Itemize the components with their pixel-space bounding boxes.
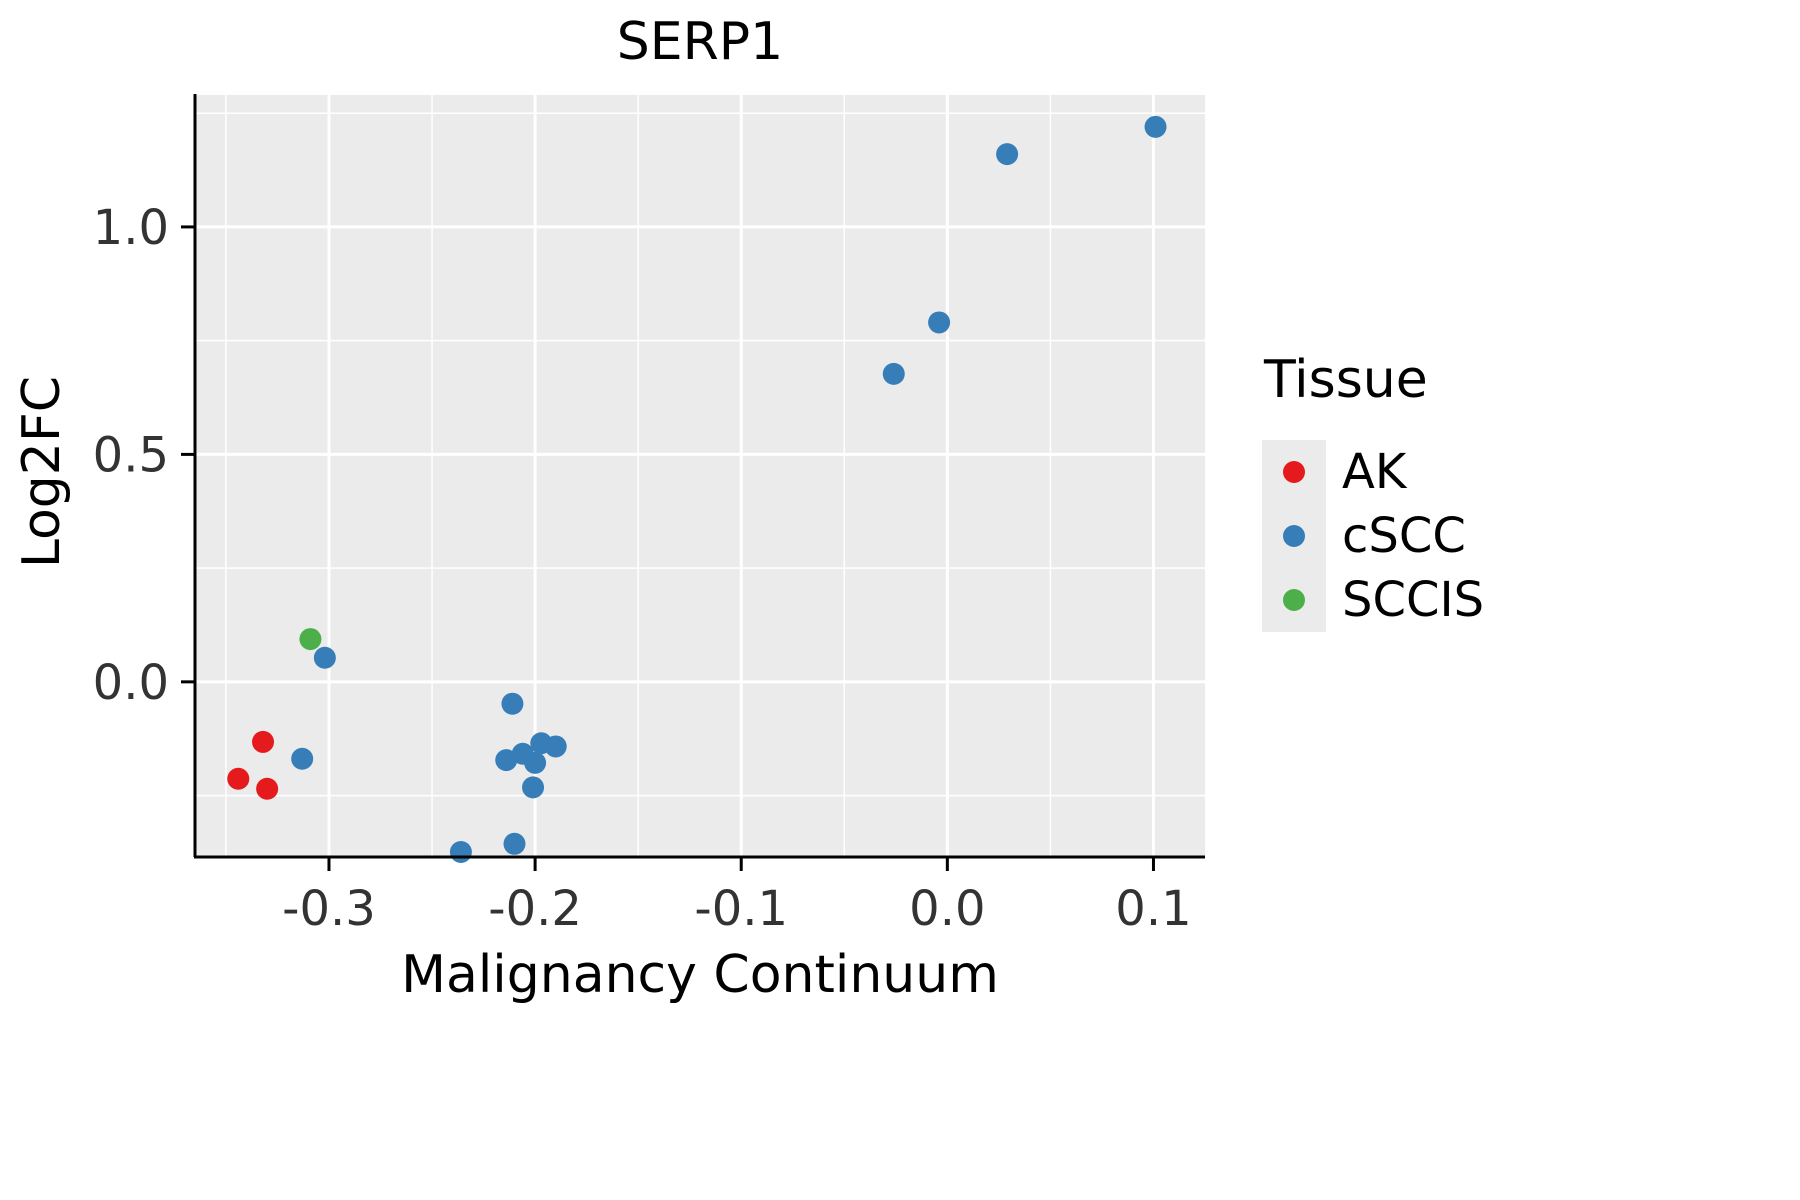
data-point-AK bbox=[256, 777, 279, 800]
data-point-cSCC bbox=[996, 143, 1019, 166]
legend-dot-icon bbox=[1283, 461, 1305, 483]
legend-item-label: SCCIS bbox=[1342, 572, 1485, 628]
x-tick-label: 0.0 bbox=[909, 881, 985, 937]
data-point-cSCC bbox=[501, 692, 524, 715]
data-point-SCCIS bbox=[299, 628, 322, 651]
data-point-cSCC bbox=[1144, 115, 1167, 138]
data-point-cSCC bbox=[544, 735, 567, 758]
data-point-cSCC bbox=[449, 840, 472, 863]
legend-item-label: cSCC bbox=[1342, 508, 1466, 564]
x-tick-label: -0.3 bbox=[282, 881, 376, 937]
legend-dot-icon bbox=[1283, 589, 1305, 611]
x-tick-label: -0.2 bbox=[488, 881, 582, 937]
legend-item-AK: AK bbox=[1262, 440, 1484, 504]
chart-title: SERP1 bbox=[616, 12, 784, 72]
y-tick-label: 0.0 bbox=[93, 655, 169, 711]
y-tick-label: 0.5 bbox=[93, 427, 169, 483]
legend-items: AK cSCC SCCIS bbox=[1262, 440, 1484, 632]
legend: Tissue AK cSCC SCCIS bbox=[1262, 350, 1484, 632]
legend-key-swatch bbox=[1262, 568, 1326, 632]
legend-item-label: AK bbox=[1342, 444, 1407, 500]
data-point-AK bbox=[227, 767, 250, 790]
y-axis-label: Log2FC bbox=[12, 375, 72, 569]
legend-dot-icon bbox=[1283, 525, 1305, 547]
legend-key-swatch bbox=[1262, 504, 1326, 568]
legend-item-cSCC: cSCC bbox=[1262, 504, 1484, 568]
data-point-cSCC bbox=[522, 776, 545, 799]
plot-panel bbox=[195, 95, 1205, 857]
x-tick-label: 0.1 bbox=[1115, 881, 1191, 937]
x-tick-label: -0.1 bbox=[694, 881, 788, 937]
data-point-cSCC bbox=[291, 747, 314, 770]
y-tick-label: 1.0 bbox=[93, 200, 169, 256]
data-point-cSCC bbox=[313, 646, 336, 669]
data-point-AK bbox=[252, 730, 275, 753]
data-point-cSCC bbox=[503, 832, 526, 855]
legend-title: Tissue bbox=[1264, 350, 1428, 410]
data-point-cSCC bbox=[495, 749, 518, 772]
legend-item-SCCIS: SCCIS bbox=[1262, 568, 1484, 632]
x-axis-label: Malignancy Continuum bbox=[401, 945, 999, 1005]
data-point-cSCC bbox=[524, 751, 547, 774]
legend-key-swatch bbox=[1262, 440, 1326, 504]
data-point-cSCC bbox=[882, 362, 905, 385]
data-point-cSCC bbox=[928, 311, 951, 334]
